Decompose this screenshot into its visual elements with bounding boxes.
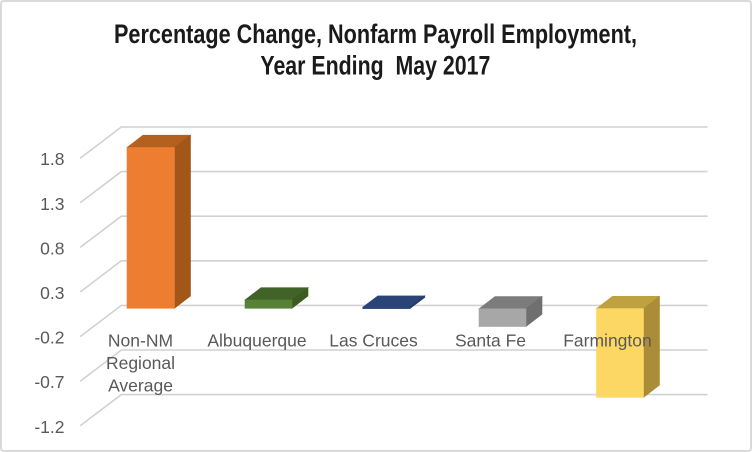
svg-text:0.8: 0.8: [40, 238, 64, 258]
svg-text:Average: Average: [108, 375, 173, 395]
svg-text:1.3: 1.3: [40, 194, 64, 214]
svg-text:-1.2: -1.2: [34, 417, 64, 437]
svg-text:-0.2: -0.2: [34, 328, 64, 348]
svg-text:Percentage Change, Nonfarm Pay: Percentage Change, Nonfarm Payroll Emplo…: [114, 19, 637, 49]
svg-text:0.3: 0.3: [40, 283, 64, 303]
svg-text:Non-NM: Non-NM: [108, 331, 173, 351]
svg-text:Year Ending May 2017: Year Ending May 2017: [260, 51, 490, 81]
svg-text:-0.7: -0.7: [34, 372, 64, 392]
svg-text:Albuquerque: Albuquerque: [207, 331, 306, 351]
svg-text:1.8: 1.8: [40, 149, 64, 169]
svg-text:Farmington: Farmington: [563, 331, 652, 351]
svg-text:Regional: Regional: [106, 353, 175, 373]
svg-text:Santa Fe: Santa Fe: [455, 331, 526, 351]
svg-text:Las Cruces: Las Cruces: [329, 331, 418, 351]
